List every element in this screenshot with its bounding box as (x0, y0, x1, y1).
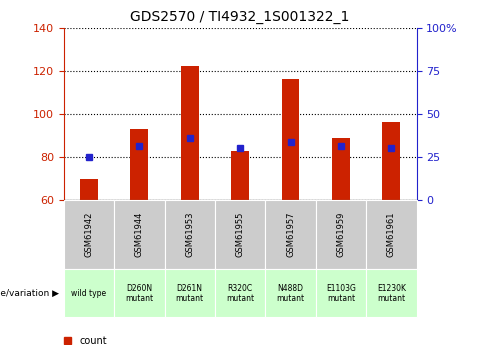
Text: GSM61957: GSM61957 (286, 212, 295, 257)
Text: GSM61953: GSM61953 (185, 212, 194, 257)
Text: GSM61961: GSM61961 (387, 212, 396, 257)
Title: GDS2570 / TI4932_1S001322_1: GDS2570 / TI4932_1S001322_1 (130, 10, 350, 24)
Bar (130, 129, 148, 200)
Text: GSM61942: GSM61942 (84, 212, 94, 257)
Text: R320C
mutant: R320C mutant (226, 284, 254, 303)
Bar (383, 122, 400, 200)
Bar (181, 66, 198, 200)
Legend: count, percentile rank within the sample: count, percentile rank within the sample (64, 336, 244, 345)
Bar (332, 138, 350, 200)
Bar (80, 179, 98, 200)
Text: N488D
mutant: N488D mutant (276, 284, 305, 303)
Text: E1103G
mutant: E1103G mutant (326, 284, 356, 303)
Text: genotype/variation ▶: genotype/variation ▶ (0, 289, 59, 298)
Text: E1230K
mutant: E1230K mutant (377, 284, 406, 303)
Text: GSM61959: GSM61959 (337, 212, 345, 257)
Text: wild type: wild type (72, 289, 106, 298)
Bar (231, 150, 249, 200)
Text: D260N
mutant: D260N mutant (125, 284, 153, 303)
Text: D261N
mutant: D261N mutant (175, 284, 204, 303)
Text: GSM61955: GSM61955 (236, 212, 245, 257)
Text: GSM61944: GSM61944 (135, 212, 144, 257)
Bar (282, 79, 299, 200)
